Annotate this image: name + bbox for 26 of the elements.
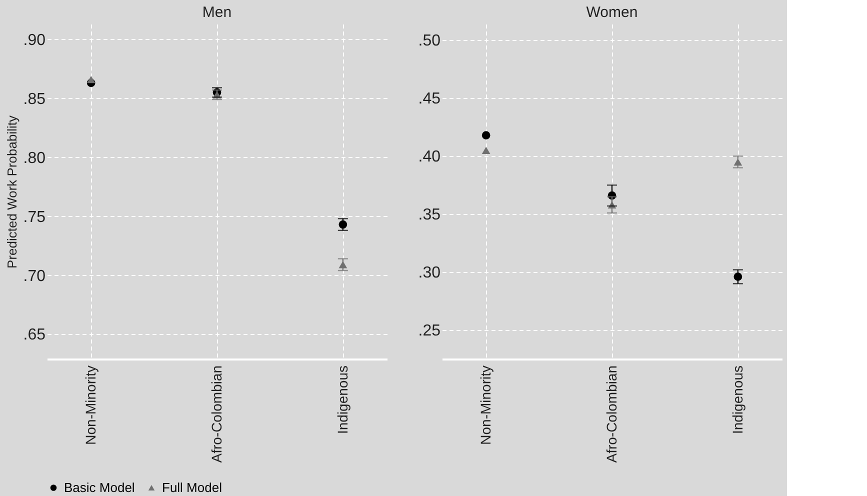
y-tick-label: .50 [418,32,441,50]
y-tick-label: .45 [418,90,441,108]
y-tick-label: .70 [23,268,46,285]
x-tick-label: Non-Minority [478,366,494,445]
y-tick-label: .40 [418,148,441,166]
chart-title: Men [202,4,232,21]
y-tick-label: .35 [418,206,441,224]
point [482,131,490,140]
legend-label: Basic Model [64,480,135,495]
y-tick-label: .85 [23,90,46,108]
x-tick-label: Afro-Colombian [604,366,620,463]
x-tick-label: Afro-Colombian [208,366,224,463]
y-tick-label: .65 [23,326,46,344]
y-axis-title: Predicted Work Probability [4,115,20,268]
point [482,146,490,154]
x-tick-label: Indigenous [729,366,746,434]
y-tick-label: .25 [418,322,441,340]
legend-label: Full Model [162,480,222,495]
y-tick-label: .90 [23,32,46,49]
y-tick-label: .75 [23,208,46,226]
y-tick-label: .80 [23,150,46,167]
point [86,76,96,84]
x-tick-label: Non-Minority [82,366,99,445]
y-tick-label: .30 [418,264,441,282]
x-tick-label: Indigenous [334,366,350,434]
chart-title: Women [586,4,638,21]
